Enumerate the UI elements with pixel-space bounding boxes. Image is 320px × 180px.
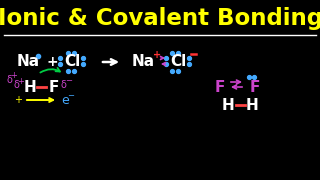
Text: −: −	[66, 76, 73, 86]
Text: +: +	[153, 50, 161, 60]
Text: δ: δ	[13, 80, 19, 90]
Text: H: H	[222, 98, 234, 112]
Text: e: e	[61, 93, 69, 107]
Text: δ: δ	[6, 75, 12, 85]
Text: Cl: Cl	[64, 55, 80, 69]
Text: Cl: Cl	[170, 55, 186, 69]
Text: Na: Na	[16, 55, 40, 69]
Text: Na: Na	[132, 55, 155, 69]
Text: H: H	[246, 98, 258, 112]
FancyArrowPatch shape	[40, 68, 60, 73]
Text: Ionic & Covalent Bonding: Ionic & Covalent Bonding	[0, 6, 320, 30]
Text: +: +	[46, 55, 58, 69]
Text: +: +	[11, 71, 17, 80]
Text: F: F	[49, 80, 59, 94]
Text: H: H	[24, 80, 36, 94]
Text: +: +	[18, 76, 24, 86]
Text: δ: δ	[60, 80, 66, 90]
Text: −: −	[68, 91, 75, 100]
Text: +: +	[14, 95, 22, 105]
Text: F: F	[250, 80, 260, 94]
Text: F: F	[215, 80, 225, 94]
